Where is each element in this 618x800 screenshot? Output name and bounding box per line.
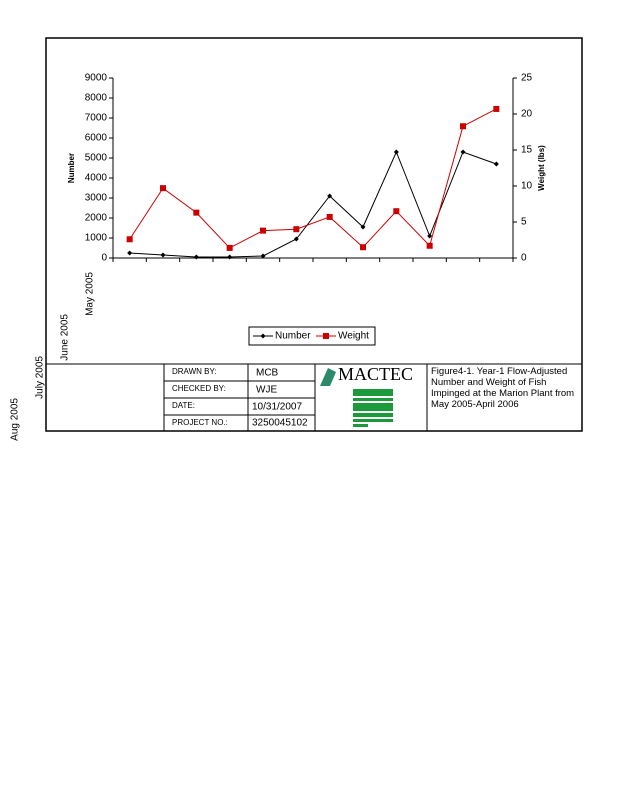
label: DATE: [172,401,195,410]
point [360,244,366,251]
y-tick-label: 2000 [85,213,108,224]
value: MCB [256,368,279,379]
point [160,185,166,192]
legend-box [248,326,376,346]
logo: MACTEC [338,364,413,384]
point [260,227,266,234]
x-tick-label: Aug 2005 [10,398,21,441]
y2-tick-label: 15 [521,145,533,156]
point [260,253,266,259]
caption-box: Figure4-1. Year-1 Flow-Adjusted Number a… [431,366,575,410]
label: DRAWN BY: [172,367,217,376]
value: 10/31/2007 [252,402,302,413]
point [127,250,133,256]
point [493,105,500,112]
label: CHECKED BY: [172,384,226,393]
series-line [129,108,497,249]
point [293,226,300,233]
point [360,224,366,230]
point [493,161,499,167]
y-tick-label: 4000 [85,173,108,184]
point [293,236,299,242]
y-tick-label: 1000 [85,233,108,244]
point [226,244,233,251]
point [193,209,200,216]
y2-tick-label: 25 [521,73,533,84]
frame [45,37,583,432]
y-tick-label: 3000 [85,193,108,204]
point [326,213,333,220]
point [426,242,433,249]
logo-icon [320,368,336,386]
point [227,254,233,260]
y2-tick-label: 0 [521,253,527,264]
y-tick-label: 5000 [85,153,108,164]
y-tick-label: 7000 [85,113,108,124]
legend-label: Weight [338,331,369,342]
legend-marker [323,333,329,339]
logo-bars [353,389,393,427]
point [460,123,466,130]
x-tick-label: July 2005 [35,356,46,399]
x-tick-label: May 2005 [85,272,96,316]
value: 3250045102 [252,418,308,429]
title-block-grid [46,363,582,431]
y-axis-title: Number [67,153,76,183]
caption: Figure4-1. Year-1 Flow-Adjusted Number a… [431,366,575,410]
series-line [129,150,497,258]
point [126,236,133,243]
value: WJE [256,385,277,396]
point [393,208,400,215]
y2-tick-label: 5 [521,217,527,228]
y-tick-label: 0 [101,253,107,264]
point [427,233,433,239]
point [460,149,466,155]
y2-axis-title: Weight (lbs) [537,145,546,191]
y-tick-label: 8000 [85,93,108,104]
point [393,149,399,155]
x-tick-label: June 2005 [60,314,71,361]
y-tick-label: 6000 [85,133,108,144]
point [327,193,333,199]
label: PROJECT NO.: [172,418,228,427]
legend-marker [260,333,266,339]
point [193,254,199,260]
y2-tick-label: 20 [521,109,533,120]
y2-tick-label: 10 [521,181,533,192]
y-tick-label: 9000 [85,73,108,84]
legend-label: Number [275,331,311,342]
point [160,252,166,258]
